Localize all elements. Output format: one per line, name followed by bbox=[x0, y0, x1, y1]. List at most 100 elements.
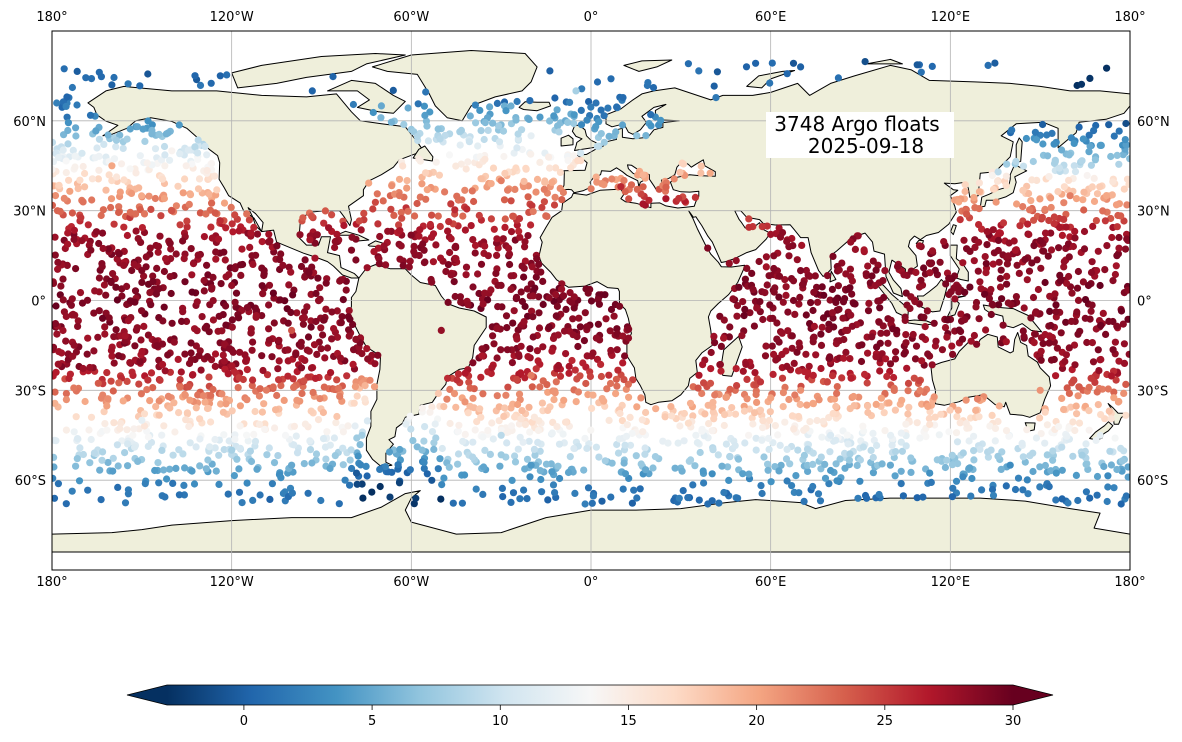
argo-float bbox=[416, 226, 424, 234]
argo-float bbox=[541, 178, 549, 187]
argo-float bbox=[238, 499, 246, 507]
argo-float bbox=[531, 451, 539, 459]
argo-float bbox=[760, 453, 768, 461]
argo-float bbox=[985, 295, 994, 303]
argo-float bbox=[551, 387, 559, 395]
argo-float bbox=[300, 314, 308, 322]
argo-float bbox=[963, 210, 971, 218]
argo-float bbox=[976, 445, 984, 453]
argo-float bbox=[1120, 340, 1128, 348]
argo-float bbox=[288, 489, 296, 497]
argo-float bbox=[662, 183, 670, 191]
argo-float bbox=[545, 323, 553, 331]
argo-float bbox=[66, 187, 74, 195]
argo-float bbox=[540, 185, 548, 193]
argo-float bbox=[983, 241, 991, 249]
argo-float bbox=[107, 346, 115, 355]
land-layer bbox=[52, 50, 1130, 553]
argo-float bbox=[987, 310, 995, 319]
argo-float bbox=[817, 364, 825, 373]
argo-float bbox=[503, 324, 511, 332]
argo-float bbox=[783, 70, 791, 78]
argo-float bbox=[339, 461, 347, 469]
argo-float bbox=[995, 301, 1003, 309]
argo-float bbox=[1019, 186, 1027, 194]
argo-float bbox=[275, 376, 283, 384]
argo-float bbox=[418, 446, 426, 454]
argo-float bbox=[1050, 213, 1058, 221]
argo-float bbox=[471, 101, 479, 109]
argo-float bbox=[864, 408, 872, 417]
argo-float bbox=[258, 264, 266, 272]
argo-float bbox=[1031, 128, 1039, 136]
argo-float bbox=[521, 421, 530, 429]
argo-float bbox=[928, 62, 936, 70]
argo-float bbox=[113, 441, 121, 449]
argo-float bbox=[551, 489, 559, 497]
argo-float bbox=[354, 452, 362, 460]
argo-float bbox=[110, 333, 118, 341]
argo-float bbox=[479, 433, 487, 441]
argo-float bbox=[428, 278, 436, 286]
argo-float bbox=[634, 171, 642, 179]
argo-float bbox=[1126, 155, 1130, 163]
argo-float bbox=[865, 299, 873, 307]
argo-float bbox=[249, 376, 257, 384]
argo-float bbox=[809, 482, 817, 491]
argo-float bbox=[241, 351, 249, 359]
argo-float bbox=[447, 235, 455, 243]
argo-float bbox=[775, 272, 784, 280]
argo-float bbox=[445, 151, 454, 159]
argo-float bbox=[589, 349, 597, 357]
argo-float bbox=[287, 308, 295, 317]
argo-float bbox=[689, 481, 697, 489]
argo-float bbox=[766, 301, 774, 309]
argo-float bbox=[179, 450, 187, 458]
argo-float bbox=[300, 308, 309, 316]
argo-float bbox=[110, 155, 119, 163]
argo-float bbox=[497, 177, 505, 185]
argo-float bbox=[103, 369, 111, 377]
colorbar-extend-high bbox=[1013, 685, 1053, 705]
argo-float bbox=[182, 416, 190, 424]
argo-float bbox=[356, 441, 364, 449]
argo-float bbox=[825, 480, 833, 488]
argo-float bbox=[620, 459, 628, 467]
landmass-australia bbox=[930, 332, 1052, 418]
argo-float bbox=[897, 467, 905, 475]
argo-float bbox=[493, 392, 501, 400]
argo-float bbox=[160, 466, 168, 474]
argo-float bbox=[243, 396, 251, 404]
argo-float bbox=[91, 154, 99, 162]
argo-float bbox=[839, 314, 847, 322]
argo-float bbox=[919, 493, 927, 501]
argo-float bbox=[695, 496, 703, 504]
argo-float bbox=[1120, 359, 1129, 367]
argo-float bbox=[942, 280, 950, 288]
argo-float bbox=[194, 251, 202, 259]
argo-float bbox=[218, 390, 226, 398]
argo-float bbox=[394, 461, 402, 469]
argo-float bbox=[996, 283, 1005, 291]
argo-float bbox=[829, 314, 837, 322]
argo-float bbox=[1052, 301, 1060, 309]
argo-float bbox=[518, 407, 526, 415]
argo-float bbox=[1088, 258, 1096, 266]
argo-float bbox=[404, 207, 412, 215]
argo-float bbox=[975, 238, 983, 246]
argo-float bbox=[322, 279, 330, 287]
argo-float bbox=[542, 212, 550, 220]
argo-float bbox=[511, 458, 520, 466]
argo-float bbox=[619, 94, 627, 102]
argo-float bbox=[797, 386, 805, 394]
argo-float bbox=[1088, 183, 1096, 191]
argo-float bbox=[415, 232, 423, 240]
argo-float bbox=[263, 371, 272, 379]
argo-float bbox=[1064, 499, 1072, 507]
argo-float bbox=[138, 267, 146, 275]
argo-float bbox=[507, 498, 515, 506]
argo-float bbox=[574, 388, 583, 396]
argo-float bbox=[805, 362, 813, 370]
argo-float bbox=[196, 462, 204, 470]
argo-float bbox=[458, 196, 466, 204]
